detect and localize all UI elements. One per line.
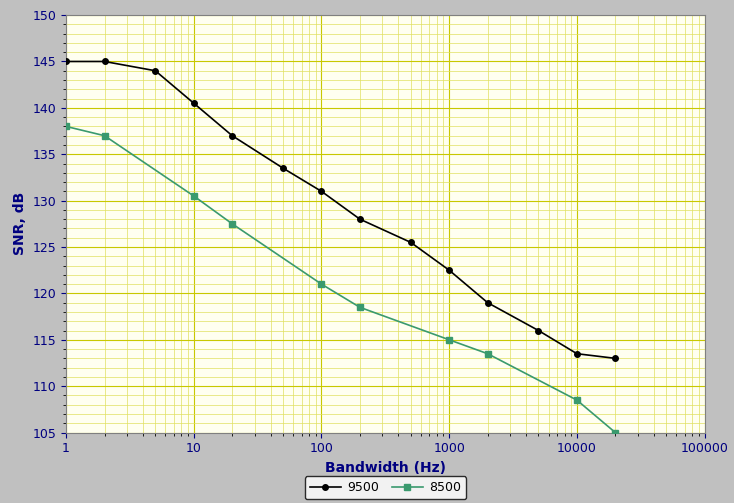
9500 [279,165,288,171]
Legend: 9500, 8500: 9500, 8500 [305,476,466,499]
9500 [445,267,454,273]
9500 [189,100,198,106]
Y-axis label: SNR, dB: SNR, dB [13,192,27,256]
9500 [100,58,109,64]
8500 [611,430,619,436]
8500 [189,193,198,199]
9500 [483,300,492,306]
Line: 9500: 9500 [63,59,618,361]
9500 [62,58,70,64]
8500 [62,123,70,129]
9500 [317,188,326,194]
Line: 8500: 8500 [63,124,618,436]
8500 [228,221,236,227]
9500 [611,355,619,361]
9500 [151,68,160,74]
8500 [573,397,581,403]
9500 [573,351,581,357]
9500 [534,327,543,333]
8500 [317,281,326,287]
9500 [407,239,415,245]
X-axis label: Bandwidth (Hz): Bandwidth (Hz) [325,461,446,475]
9500 [228,133,236,139]
8500 [483,351,492,357]
8500 [445,337,454,343]
8500 [355,304,364,310]
8500 [100,133,109,139]
9500 [355,216,364,222]
